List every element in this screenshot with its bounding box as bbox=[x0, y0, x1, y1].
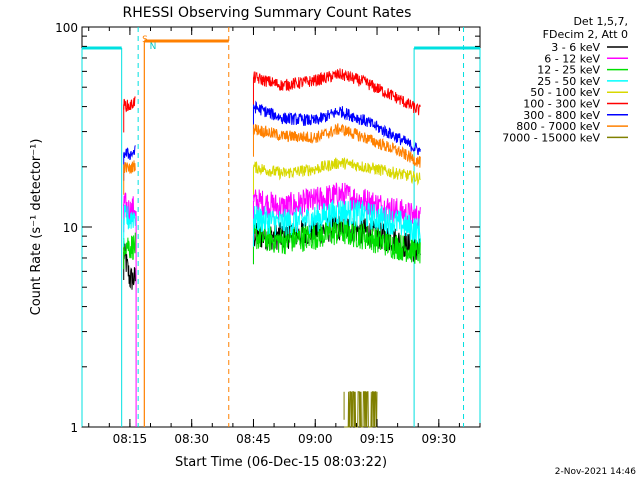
detector-info: Det 1,5,7, bbox=[573, 15, 628, 28]
generation-date: 2-Nov-2021 14:46 bbox=[555, 467, 637, 477]
x-tick-label-0: 08:15 bbox=[113, 432, 148, 446]
legend-label-7: 800 - 7000 keV bbox=[516, 120, 600, 133]
series-5-segment-0 bbox=[123, 96, 136, 113]
series-7-segment-0 bbox=[123, 160, 136, 175]
y-axis-label: Count Rate (s⁻¹ detector⁻¹) bbox=[29, 139, 44, 316]
flag-s: S bbox=[142, 35, 148, 45]
flag-n: N bbox=[150, 42, 157, 52]
legend-label-8: 7000 - 15000 keV bbox=[502, 131, 600, 144]
legend-label-2: 12 - 25 keV bbox=[537, 64, 600, 77]
legend-label-0: 3 - 6 keV bbox=[551, 41, 600, 54]
series-8-segment-0 bbox=[344, 391, 378, 428]
series-6-segment-0 bbox=[123, 145, 136, 161]
y-tick-label-1: 10 bbox=[63, 221, 78, 235]
legend-label-4: 50 - 100 keV bbox=[530, 86, 600, 99]
series-7-segment-1 bbox=[253, 123, 421, 168]
x-tick-label-5: 09:30 bbox=[422, 432, 457, 446]
series-3-segment-1 bbox=[253, 200, 421, 244]
corner-info: Det 1,5,7, FDecim 2, Att 0 bbox=[543, 15, 628, 41]
axes: 08:15 08:30 08:45 09:00 09:15 09:30 1 10 100 bbox=[55, 21, 481, 446]
y-tick-label-0: 1 bbox=[70, 421, 78, 435]
series-0-segment-0 bbox=[123, 243, 136, 290]
x-tick-label-4: 09:15 bbox=[360, 432, 395, 446]
legend-label-1: 6 - 12 keV bbox=[544, 52, 600, 65]
chart-title: RHESSI Observing Summary Count Rates bbox=[123, 5, 412, 21]
series-group bbox=[123, 68, 421, 428]
series-6-segment-1 bbox=[253, 100, 421, 156]
legend-label-3: 25 - 50 keV bbox=[537, 75, 600, 88]
event-markers bbox=[81, 27, 481, 427]
x-tick-label-2: 08:45 bbox=[236, 432, 271, 446]
series-3-segment-0 bbox=[123, 204, 136, 230]
legend-label-5: 100 - 300 keV bbox=[523, 98, 600, 111]
x-tick-label-1: 08:30 bbox=[174, 432, 209, 446]
series-5-segment-1 bbox=[253, 68, 421, 116]
series-2-segment-0 bbox=[123, 232, 136, 261]
x-tick-label-3: 09:00 bbox=[298, 432, 333, 446]
series-4-segment-0 bbox=[253, 157, 421, 186]
y-tick-label-2: 100 bbox=[55, 21, 78, 35]
x-axis-label: Start Time (06-Dec-15 08:03:22) bbox=[175, 455, 387, 470]
series-2-segment-1 bbox=[253, 218, 421, 264]
legend-label-6: 300 - 800 keV bbox=[523, 109, 600, 122]
decimation-info: FDecim 2, Att 0 bbox=[543, 28, 628, 41]
